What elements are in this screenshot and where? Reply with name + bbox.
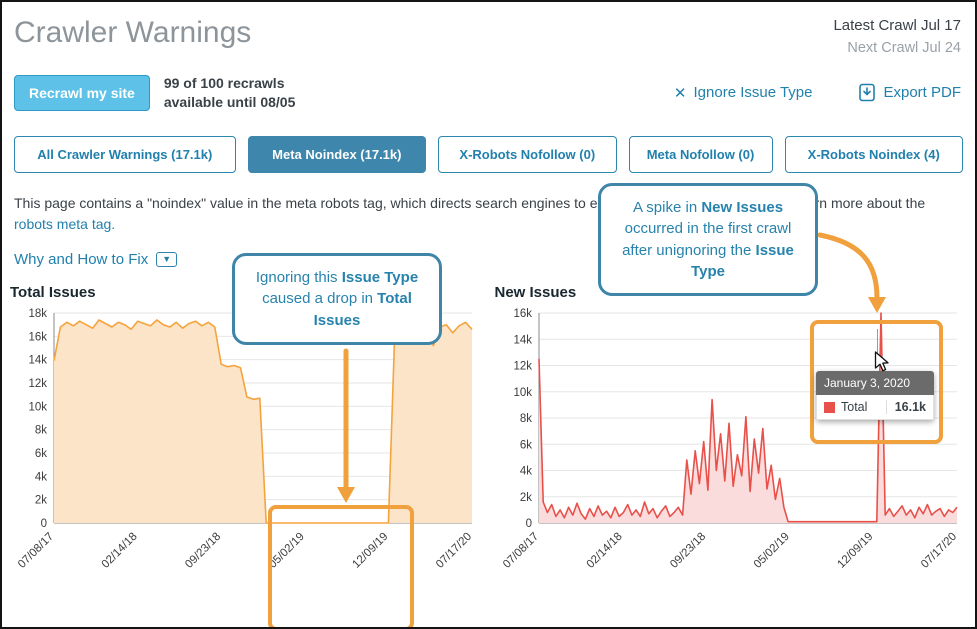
total-issues-title: Total Issues: [10, 283, 96, 301]
tooltip-series-label: Total: [841, 400, 868, 414]
chart-tooltip: January 3, 2020 Total 16.1k: [816, 371, 934, 420]
close-icon: ✕: [673, 84, 687, 102]
crawl-info: Latest Crawl Jul 17 Next Crawl Jul 24: [833, 12, 961, 60]
latest-crawl-text: Latest Crawl Jul 17: [833, 17, 961, 34]
callout-new-spike: A spike in New Issues occurred in the fi…: [598, 183, 818, 297]
new-issues-chart[interactable]: 0 2k 4k 6k 8k 10k 12k 14k 16k 07/08/17 02/14/18 09/…: [495, 303, 967, 603]
svg-text:07/17/20: 07/17/20: [918, 531, 958, 571]
tooltip-body: Total 16.1k: [816, 395, 934, 420]
svg-text:0: 0: [41, 518, 47, 530]
ignore-issue-type-label: Ignore Issue Type: [693, 84, 813, 102]
callout-total-drop: Ignoring this Issue Type caused a drop i…: [232, 253, 442, 345]
tooltip-date: January 3, 2020: [816, 371, 934, 395]
svg-text:02/14/18: 02/14/18: [584, 531, 624, 571]
svg-text:8k: 8k: [35, 425, 47, 437]
new-issues-title: New Issues: [494, 283, 577, 301]
svg-text:02/14/18: 02/14/18: [100, 531, 140, 571]
tab-x-robots-nofollow[interactable]: X-Robots Nofollow (0): [438, 135, 617, 173]
svg-text:07/08/17: 07/08/17: [500, 531, 540, 571]
export-pdf-link[interactable]: Export PDF: [858, 83, 961, 102]
svg-text:12k: 12k: [513, 360, 532, 372]
svg-text:14k: 14k: [28, 355, 47, 367]
why-and-how-row: Why and How to Fix ▼: [14, 251, 963, 268]
tooltip-value: 16.1k: [885, 400, 926, 414]
svg-text:4k: 4k: [519, 465, 531, 477]
svg-text:12/09/19: 12/09/19: [835, 531, 875, 571]
svg-text:05/02/19: 05/02/19: [751, 531, 791, 571]
issue-description: This page contains a "noindex" value in …: [14, 193, 963, 236]
highlight-box-new-spike: [810, 320, 943, 444]
tab-meta-nofollow[interactable]: Meta Nofollow (0): [628, 135, 773, 173]
mouse-cursor-icon: [874, 351, 891, 378]
svg-text:2k: 2k: [519, 492, 531, 504]
svg-text:07/08/17: 07/08/17: [16, 531, 56, 571]
header: Crawler Warnings Latest Crawl Jul 17 Nex…: [2, 2, 975, 60]
hover-crosshair-line: [877, 329, 878, 363]
svg-text:0: 0: [525, 518, 531, 530]
svg-text:4k: 4k: [35, 471, 47, 483]
chevron-down-icon: ▼: [162, 253, 172, 264]
svg-text:14k: 14k: [513, 334, 532, 346]
recrawl-quota-text: 99 of 100 recrawls available until 08/05: [164, 74, 296, 112]
toolbar: Recrawl my site 99 of 100 recrawls avail…: [14, 74, 961, 112]
svg-text:09/23/18: 09/23/18: [668, 531, 708, 571]
svg-text:16k: 16k: [28, 331, 47, 343]
svg-text:8k: 8k: [519, 413, 531, 425]
svg-text:09/23/18: 09/23/18: [183, 531, 223, 571]
recrawl-quota-line2: available until 08/05: [163, 93, 296, 110]
svg-text:18k: 18k: [28, 308, 47, 320]
ignore-issue-type-link[interactable]: ✕ Ignore Issue Type: [674, 84, 813, 102]
highlight-box-total-drop: [268, 505, 414, 627]
svg-text:07/17/20: 07/17/20: [434, 531, 474, 571]
new-issues-panel: New Issues 0 2k 4k 6k 8k 10k 12k 14k 16k 07/08/17…: [495, 284, 972, 608]
svg-text:16k: 16k: [513, 308, 532, 320]
download-icon: [858, 83, 876, 102]
tooltip-series-swatch: [824, 401, 835, 413]
svg-text:10k: 10k: [513, 387, 532, 399]
page-title: Crawler Warnings: [14, 16, 252, 49]
svg-text:6k: 6k: [35, 448, 47, 460]
svg-text:10k: 10k: [28, 401, 47, 413]
tab-meta-noindex[interactable]: Meta Noindex (17.1k): [247, 135, 427, 173]
why-dropdown-button[interactable]: ▼: [156, 251, 178, 267]
export-pdf-label: Export PDF: [883, 84, 961, 102]
svg-text:2k: 2k: [35, 495, 47, 507]
svg-text:12k: 12k: [28, 378, 47, 390]
svg-text:6k: 6k: [519, 439, 531, 451]
recrawl-quota-line1: 99 of 100 recrawls: [163, 74, 285, 91]
tab-x-robots-noindex[interactable]: X-Robots Noindex (4): [784, 135, 963, 173]
next-crawl-text: Next Crawl Jul 24: [847, 40, 961, 57]
tab-all-crawler-warnings[interactable]: All Crawler Warnings (17.1k): [14, 135, 236, 173]
recrawl-button[interactable]: Recrawl my site: [14, 74, 150, 111]
why-and-how-link[interactable]: Why and How to Fix: [14, 250, 149, 268]
issue-type-tabs: All Crawler Warnings (17.1k) Meta Noinde…: [14, 135, 963, 173]
robots-meta-tag-link[interactable]: robots meta tag.: [14, 216, 116, 233]
